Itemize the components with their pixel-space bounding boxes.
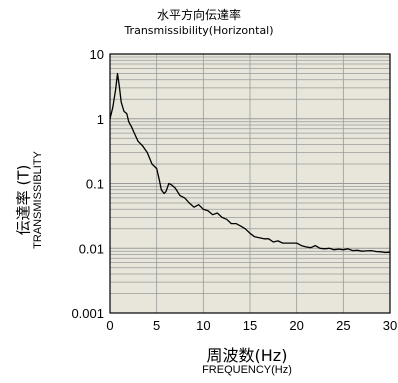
- chart-title: 水平方向伝達率: [156, 8, 241, 22]
- y-tick-label: 0.001: [71, 306, 104, 321]
- x-tick-label: 30: [383, 318, 397, 333]
- series-line: [109, 72, 391, 254]
- y-tick-label: 10: [90, 47, 104, 62]
- y-tick-label: 1: [97, 112, 104, 127]
- x-tick-label: 25: [336, 318, 350, 333]
- x-axis-label-en: FREQUENCY(Hz): [202, 364, 292, 376]
- x-tick-label: 5: [153, 318, 160, 333]
- tick-labels: 0 5 10 15 20 25 30 10 1 0.1 0.01 0.001: [71, 47, 397, 333]
- x-tick-label: 15: [243, 318, 257, 333]
- x-axis-label-jp: 周波数(Hz): [206, 346, 288, 365]
- x-tick-label: 0: [106, 318, 113, 333]
- x-tick-label: 10: [196, 318, 210, 333]
- x-tick-label: 20: [289, 318, 303, 333]
- y-tick-label: 0.1: [86, 177, 104, 192]
- chart-subtitle: Transmissibility(Horizontal): [124, 24, 274, 37]
- plot-frame: [109, 53, 391, 314]
- y-tick-label: 0.01: [79, 241, 104, 256]
